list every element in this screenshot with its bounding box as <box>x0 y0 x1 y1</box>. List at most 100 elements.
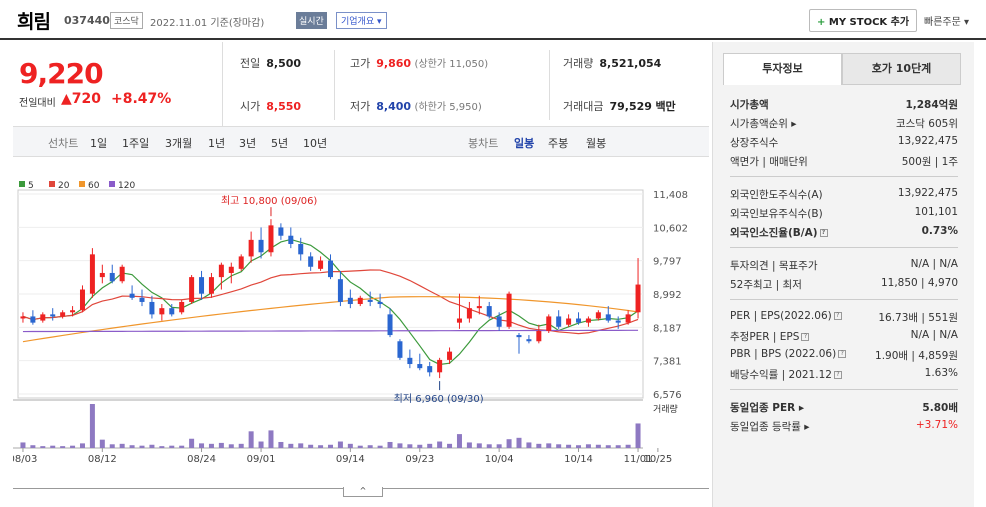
volume-bar <box>437 441 443 448</box>
volume-bar <box>308 444 314 448</box>
help-icon[interactable]: ? <box>833 312 842 320</box>
candle-body <box>516 335 522 338</box>
max-price-label: 최고 10,800 (09/06) <box>221 195 317 207</box>
legend-label: 120 <box>118 181 135 191</box>
candle-body <box>456 318 462 323</box>
candle-body <box>169 308 175 315</box>
period-1w[interactable]: 1주일 <box>122 137 150 150</box>
period-5y[interactable]: 5년 <box>271 137 289 150</box>
volume-bar <box>258 441 264 448</box>
volume-bar <box>566 444 572 448</box>
legend-swatch <box>49 181 55 187</box>
industry-change[interactable]: 동일업종 등락률 ▸ +3.71% <box>730 419 958 433</box>
volume-bar <box>486 444 492 448</box>
candle-body <box>367 299 373 302</box>
candle-body <box>199 277 205 294</box>
period-1y[interactable]: 1년 <box>208 137 226 150</box>
volume-bar <box>318 445 324 448</box>
company-overview-dropdown[interactable]: 기업개요 ▾ <box>336 12 387 29</box>
volume-bar <box>228 444 234 448</box>
industry-per[interactable]: 동일업종 PER ▸ 5.80배 <box>730 402 958 414</box>
y-tick-label: 8,187 <box>653 323 682 334</box>
candle-body <box>89 254 95 294</box>
x-tick-label: 09/01 <box>247 454 276 465</box>
ma120-line <box>22 329 639 333</box>
candle-body <box>427 366 433 373</box>
divider <box>730 299 958 300</box>
volume-bar <box>208 443 214 448</box>
volume-bar <box>456 434 462 448</box>
volume-bar <box>466 442 472 448</box>
par-value: 액면가 | 매매단위 500원 | 1주 <box>730 156 958 168</box>
trade-volume: 거래량 8,521,054 <box>563 57 662 70</box>
volume-bar <box>89 404 95 448</box>
volume-bars <box>20 404 641 448</box>
tab-investment-info[interactable]: 투자정보 <box>723 53 842 85</box>
period-1d[interactable]: 1일 <box>90 137 108 150</box>
help-icon[interactable]: ? <box>801 333 810 341</box>
candle-body <box>139 297 145 302</box>
info-panel: 투자정보 호가 10단계 시가총액 1,284억원 시가총액순위 ▸ 코스닥 605… <box>712 42 974 507</box>
candle-body <box>60 312 66 317</box>
candle-body <box>576 318 582 323</box>
candle-body <box>70 310 76 313</box>
help-icon[interactable]: ? <box>819 229 828 237</box>
ma60-line <box>22 296 639 343</box>
volume-bar <box>189 438 195 448</box>
volume-bar <box>129 445 135 448</box>
stock-chart: 5 20 60 120 11,408 10,602 9,797 8,992 8,187 7,38… <box>13 181 688 465</box>
volume-bar <box>625 444 631 448</box>
volume-bar <box>50 445 56 448</box>
volume-bar <box>476 443 482 448</box>
divider <box>730 176 958 177</box>
volume-bar <box>30 445 36 448</box>
candle-weekly[interactable]: 주봉 <box>548 137 569 150</box>
stock-code: 037440 <box>64 14 110 27</box>
candle-daily[interactable]: 일봉 <box>514 137 535 150</box>
candle-body <box>50 314 56 317</box>
period-3y[interactable]: 3년 <box>239 137 257 150</box>
my-stock-add-button[interactable]: + MY STOCK 추가 <box>809 9 918 32</box>
collapse-toggle[interactable]: ^ <box>343 487 383 497</box>
help-icon[interactable]: ? <box>838 350 847 358</box>
candles <box>20 207 641 391</box>
legend-label: 5 <box>28 181 34 191</box>
candle-monthly[interactable]: 월봉 <box>586 137 607 150</box>
market-cap-rank[interactable]: 시가총액순위 ▸ 코스닥 605위 <box>730 118 958 130</box>
high-price: 고가 9,860 (상한가 11,050) <box>350 57 489 70</box>
market-cap: 시가총액 1,284억원 <box>730 99 958 111</box>
help-icon[interactable]: ? <box>833 371 842 379</box>
week52-range: 52주최고 | 최저 11,850 | 4,970 <box>730 277 958 291</box>
volume-bar <box>367 445 373 448</box>
divider <box>730 389 958 390</box>
realtime-button[interactable]: 실시간 <box>296 12 327 29</box>
pbr-bps: PBR | BPS (2022.06)? 1.90배 | 4,859원 <box>730 348 958 362</box>
volume-bar <box>288 443 294 448</box>
x-tick-label: 11/01 <box>624 454 653 465</box>
candle-body <box>337 279 343 302</box>
period-3m[interactable]: 3개월 <box>165 137 193 150</box>
candle-body <box>605 314 611 321</box>
candle-body <box>357 297 363 305</box>
volume-bar <box>139 445 145 448</box>
dividend-yield: 배당수익률 | 2021.12? 1.63% <box>730 367 958 381</box>
investment-opinion: 투자의견 | 목표주가 N/A | N/A <box>730 258 958 272</box>
tab-order-book[interactable]: 호가 10단계 <box>842 53 961 85</box>
candle-body <box>238 256 244 269</box>
candle-body <box>278 227 284 236</box>
volume-bar <box>149 444 155 448</box>
period-10y[interactable]: 10년 <box>303 137 328 150</box>
volume-bar <box>40 446 46 448</box>
volume-bar <box>387 441 393 448</box>
candle-body <box>546 316 552 331</box>
foreign-exhaustion: 외국인소진율(B/A)? 0.73% <box>730 225 958 239</box>
x-tick-label: 08/24 <box>187 454 216 465</box>
volume-bar <box>407 444 413 448</box>
current-price-box: 9,220 전일대비 ▲720 +8.47% <box>13 42 223 126</box>
candle-body <box>129 293 135 298</box>
x-ticks: 08/03 08/12 08/24 09/01 09/14 09/23 10/04 10/14… <box>13 454 672 465</box>
volume-bar <box>278 441 284 448</box>
candle-body <box>566 318 572 325</box>
quick-order-dropdown[interactable]: 빠른주문 ▾ <box>924 17 969 28</box>
volume-bar <box>516 437 522 448</box>
